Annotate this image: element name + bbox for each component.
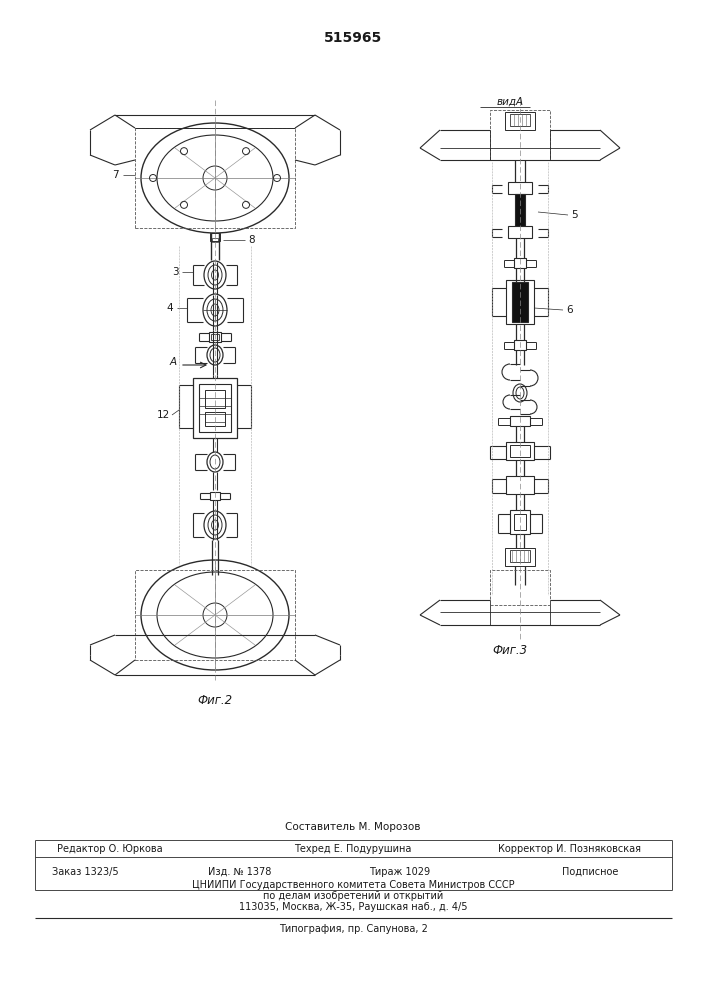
- Bar: [508, 182, 532, 194]
- Text: по делам изобретений и открытий: по делам изобретений и открытий: [263, 891, 443, 901]
- Bar: [210, 233, 220, 241]
- Bar: [508, 226, 532, 238]
- Bar: [510, 114, 530, 126]
- Bar: [510, 510, 530, 534]
- Text: 113035, Москва, Ж-35, Раушская наб., д. 4/5: 113035, Москва, Ж-35, Раушская наб., д. …: [239, 902, 467, 912]
- Text: 4: 4: [167, 303, 173, 313]
- Text: ЦНИИПИ Государственного комитета Совета Министров СССР: ЦНИИПИ Государственного комитета Совета …: [192, 880, 514, 890]
- Text: 3: 3: [172, 267, 178, 277]
- Text: Фиг.3: Фиг.3: [493, 644, 527, 656]
- Bar: [510, 550, 530, 562]
- Bar: [506, 280, 534, 324]
- Bar: [510, 416, 530, 426]
- Text: 6: 6: [567, 305, 573, 315]
- Bar: [135, 570, 295, 660]
- Bar: [135, 128, 295, 228]
- Bar: [490, 110, 550, 160]
- Text: 5: 5: [572, 210, 578, 220]
- Text: Корректор И. Позняковская: Корректор И. Позняковская: [498, 844, 641, 854]
- Text: Изд. № 1378: Изд. № 1378: [209, 867, 271, 877]
- Bar: [490, 570, 550, 605]
- Text: Техред Е. Подурушина: Техред Е. Подурушина: [294, 844, 411, 854]
- Text: Подписное: Подписное: [562, 867, 618, 877]
- Ellipse shape: [211, 270, 218, 280]
- Bar: [514, 340, 526, 350]
- Text: Фиг.2: Фиг.2: [197, 694, 233, 706]
- Bar: [193, 378, 237, 438]
- Bar: [211, 334, 219, 340]
- Bar: [209, 332, 221, 342]
- Text: 515965: 515965: [324, 31, 382, 45]
- Text: 7: 7: [112, 170, 118, 180]
- Bar: [506, 476, 534, 494]
- Bar: [210, 492, 220, 500]
- Bar: [199, 384, 231, 432]
- Ellipse shape: [203, 294, 227, 326]
- Bar: [505, 112, 535, 130]
- Bar: [505, 548, 535, 566]
- Bar: [205, 390, 225, 408]
- Text: Редактор О. Юркова: Редактор О. Юркова: [57, 844, 163, 854]
- Ellipse shape: [204, 261, 226, 289]
- Bar: [515, 194, 525, 226]
- Bar: [205, 412, 225, 426]
- Ellipse shape: [207, 345, 223, 365]
- Bar: [514, 514, 526, 530]
- Text: А: А: [170, 357, 177, 367]
- Bar: [212, 238, 218, 242]
- Text: 12: 12: [156, 410, 170, 420]
- Ellipse shape: [207, 452, 223, 472]
- Ellipse shape: [204, 511, 226, 539]
- Bar: [512, 282, 528, 322]
- Bar: [514, 258, 526, 268]
- Text: Заказ 1323/5: Заказ 1323/5: [52, 867, 118, 877]
- Text: Типография, пр. Сапунова, 2: Типография, пр. Сапунова, 2: [279, 924, 428, 934]
- Text: видА: видА: [496, 97, 524, 107]
- Bar: [510, 445, 530, 457]
- Bar: [506, 442, 534, 460]
- Text: 8: 8: [249, 235, 255, 245]
- Text: Составитель М. Морозов: Составитель М. Морозов: [285, 822, 421, 832]
- Text: Тираж 1029: Тираж 1029: [370, 867, 431, 877]
